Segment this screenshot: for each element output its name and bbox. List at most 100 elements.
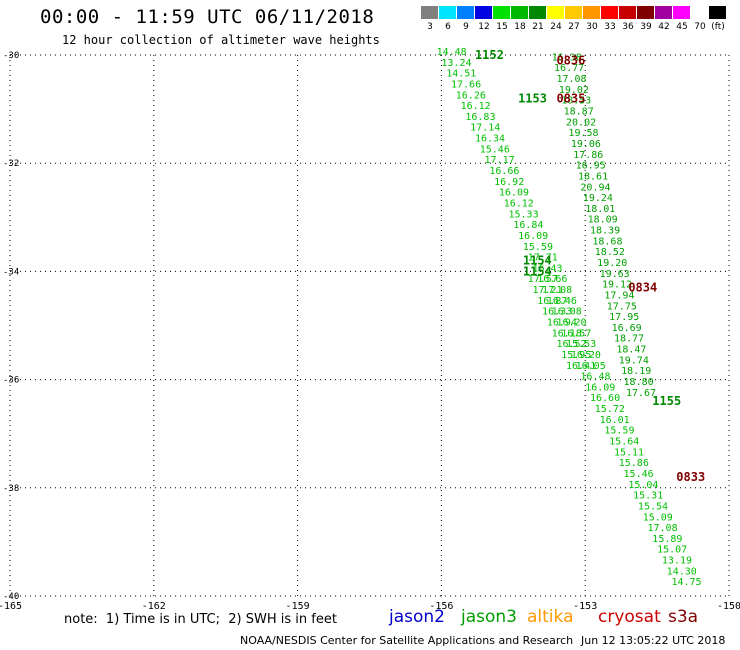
swh-data-label: 18.80 — [624, 377, 654, 388]
pass-time-label: 0834 — [628, 281, 657, 295]
swh-data-label: 15.07 — [657, 545, 687, 556]
swh-data-label: 17.86 — [573, 150, 603, 161]
swh-data-label: 16.09 — [499, 188, 529, 199]
swh-data-label: 18.87 — [564, 107, 594, 118]
swh-data-label: 16.38 — [552, 52, 582, 63]
legend-swatch — [439, 6, 456, 19]
legend-swatch — [493, 6, 510, 19]
legend-label: 3 — [427, 22, 433, 32]
swh-data-label: 17.17 — [485, 155, 515, 166]
swh-data-label: 16.20 — [571, 350, 601, 361]
swh-data-label: 16.41 — [566, 361, 596, 372]
swh-data-label: 16.60 — [590, 393, 620, 404]
swh-data-label: 16.92 — [494, 177, 524, 188]
swh-data-label: 19.58 — [568, 128, 598, 139]
swh-data-label: 16.08 — [552, 307, 582, 318]
swh-data-label: 17.95 — [609, 312, 639, 323]
swh-data-label: 16.57 — [561, 328, 591, 339]
swh-data-label: 16.77 — [554, 63, 584, 74]
satellite-legend-item: jason3 — [461, 607, 517, 627]
pass-time-label: 0836 — [556, 53, 585, 67]
pass-time-label: 1154 — [523, 264, 552, 278]
legend-label: 30 — [586, 22, 598, 32]
wave-height-chart: -165 -162 -159 -156 -153 -150 -30 -32 -34 -36 -38 -… — [0, 47, 740, 610]
swh-data-label: 15.31 — [633, 491, 663, 502]
swh-data-label: 15.59 — [523, 242, 553, 253]
pass-time-label: 1154 — [523, 254, 552, 268]
swh-data-label: 17.08 — [648, 523, 678, 534]
legend-label: 9 — [463, 22, 469, 32]
swh-data-label: 14.75 — [671, 577, 701, 588]
legend-label: 6 — [445, 22, 451, 32]
page-subtitle: 12 hour collection of altimeter wave hei… — [62, 33, 380, 47]
legend-swatch — [457, 6, 474, 19]
generated-timestamp: Jun 12 13:05:22 UTC 2018 — [581, 634, 726, 647]
swh-data-label: 16.48 — [580, 372, 610, 383]
x-tick-label: -165 — [0, 601, 22, 610]
legend-swatch — [583, 6, 600, 19]
swh-data-label: 15.86 — [619, 458, 649, 469]
swh-data-label: 15.64 — [609, 437, 639, 448]
pass-time-label: 1152 — [475, 48, 504, 62]
swh-data-label: 16.87 — [537, 296, 567, 307]
swh-data-label: 17.08 — [542, 285, 572, 296]
swh-data-label: 17.08 — [556, 74, 586, 85]
swh-data-label: 15.72 — [595, 404, 625, 415]
swh-data-label: 19.06 — [571, 139, 601, 150]
swh-data-label: 16.94 — [547, 318, 577, 329]
swh-data-label: 17.75 — [607, 301, 637, 312]
swh-data-label: 15.89 — [652, 534, 682, 545]
pass-time-label: 1155 — [652, 394, 681, 408]
legend-swatch — [529, 6, 546, 19]
pass-time-label: 0833 — [676, 470, 705, 484]
y-tick-label: -38 — [3, 484, 19, 494]
swh-data-label: 19.12 — [602, 280, 632, 291]
x-tick-label: -153 — [573, 601, 597, 610]
swh-data-label: 18.19 — [621, 366, 651, 377]
swh-data-label: 15.11 — [614, 447, 644, 458]
swh-data-label: 17.94 — [604, 290, 634, 301]
swh-data-label: 17.67 — [626, 388, 656, 399]
legend-label: 36 — [622, 22, 634, 32]
y-tick-label: -40 — [3, 592, 19, 602]
swh-data-label: 19.24 — [583, 193, 613, 204]
legend-label: 45 — [676, 22, 688, 32]
swh-data-label: 18.68 — [592, 236, 622, 247]
legend-label: 18 — [514, 22, 526, 32]
legend-label: 12 — [478, 22, 490, 32]
swh-data-label: 16.66 — [489, 166, 519, 177]
swh-data-label: 16.20 — [556, 318, 586, 329]
satellite-legend-item: jason2 — [389, 607, 445, 627]
satellite-legend-item: s3a — [668, 607, 699, 627]
swh-data-label: 13.24 — [441, 58, 471, 69]
swh-data-label: 15.95 — [561, 350, 591, 361]
swh-data-label: 16.43 — [532, 263, 562, 274]
pass-time-label: 1153 — [518, 91, 547, 105]
swh-data-label: 16.12 — [504, 198, 534, 209]
swh-data-label: 16.18 — [552, 328, 582, 339]
swh-data-label: 16.33 — [542, 307, 572, 318]
legend-swatch — [619, 6, 636, 19]
legend-swatch — [655, 6, 672, 19]
swh-data-label: 15.33 — [509, 209, 539, 220]
swh-data-label: 16.46 — [547, 296, 577, 307]
swh-data-label: 14.48 — [437, 47, 467, 58]
x-tick-label: -150 — [717, 601, 740, 610]
swh-data-label: 17.57 — [528, 274, 558, 285]
legend-label: 70 — [694, 22, 706, 32]
x-tick-label: -159 — [286, 601, 310, 610]
x-tick-label: -156 — [429, 601, 453, 610]
swh-data-label: 20.94 — [580, 182, 610, 193]
swh-data-label: 16.83 — [465, 112, 495, 123]
swh-data-label: 18.52 — [595, 247, 625, 258]
swh-data-label: 16.52 — [556, 339, 586, 350]
legend-unit: (ft) — [711, 22, 725, 32]
page-title: 00:00 - 11:59 UTC 06/11/2018 — [40, 6, 375, 28]
satellite-legend-item: altika — [527, 607, 574, 627]
swh-data-label: 16.66 — [537, 274, 567, 285]
y-tick-label: -30 — [3, 51, 19, 61]
y-tick-label: -32 — [3, 159, 19, 169]
legend-label: 27 — [568, 22, 580, 32]
legend-swatch — [421, 6, 438, 19]
